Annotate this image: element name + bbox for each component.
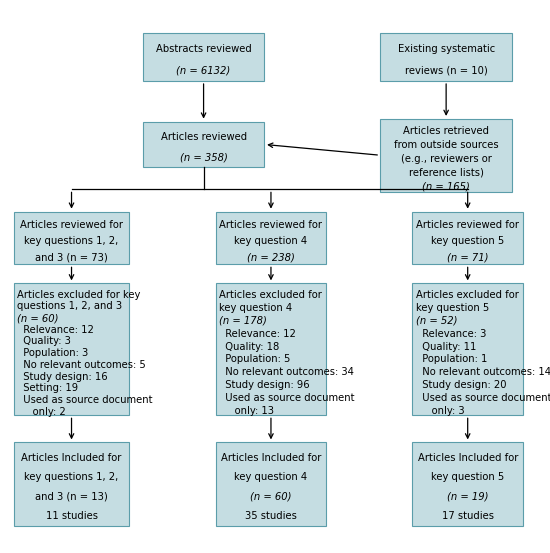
FancyBboxPatch shape bbox=[14, 283, 129, 415]
Text: Abstracts reviewed: Abstracts reviewed bbox=[156, 44, 251, 54]
Text: Articles reviewed for: Articles reviewed for bbox=[219, 220, 322, 231]
Text: key question 5: key question 5 bbox=[431, 236, 504, 247]
Text: key question 5: key question 5 bbox=[431, 472, 504, 482]
Text: No relevant outcomes: 5: No relevant outcomes: 5 bbox=[18, 360, 146, 370]
Text: Used as source document: Used as source document bbox=[18, 395, 153, 405]
Text: 35 studies: 35 studies bbox=[245, 512, 297, 521]
Text: reviews (n = 10): reviews (n = 10) bbox=[405, 65, 487, 75]
Text: Population: 3: Population: 3 bbox=[18, 348, 89, 358]
Text: Study design: 20: Study design: 20 bbox=[416, 380, 507, 390]
FancyBboxPatch shape bbox=[216, 212, 326, 264]
FancyBboxPatch shape bbox=[216, 442, 326, 526]
FancyBboxPatch shape bbox=[14, 212, 129, 264]
Text: and 3 (n = 73): and 3 (n = 73) bbox=[35, 252, 108, 262]
Text: Articles reviewed for: Articles reviewed for bbox=[416, 220, 519, 231]
Text: key question 4: key question 4 bbox=[234, 472, 307, 482]
Text: Setting: 19: Setting: 19 bbox=[18, 383, 79, 393]
Text: Articles excluded for: Articles excluded for bbox=[219, 290, 322, 300]
FancyBboxPatch shape bbox=[412, 442, 523, 526]
Text: only: 2: only: 2 bbox=[18, 406, 66, 416]
Text: Existing systematic: Existing systematic bbox=[398, 44, 495, 54]
Text: 17 studies: 17 studies bbox=[442, 512, 494, 521]
FancyBboxPatch shape bbox=[412, 283, 523, 415]
FancyBboxPatch shape bbox=[143, 33, 264, 81]
Text: Relevance: 3: Relevance: 3 bbox=[416, 329, 487, 339]
Text: Articles retrieved: Articles retrieved bbox=[403, 127, 489, 137]
Text: (n = 178): (n = 178) bbox=[219, 316, 267, 326]
Text: Articles reviewed: Articles reviewed bbox=[161, 133, 246, 143]
Text: key question 5: key question 5 bbox=[416, 303, 490, 313]
FancyBboxPatch shape bbox=[380, 33, 512, 81]
Text: (n = 358): (n = 358) bbox=[180, 153, 228, 163]
Text: No relevant outcomes: 34: No relevant outcomes: 34 bbox=[219, 367, 354, 377]
Text: only: 3: only: 3 bbox=[416, 406, 465, 416]
Text: reference lists): reference lists) bbox=[409, 168, 483, 178]
Text: Articles excluded for key: Articles excluded for key bbox=[18, 290, 141, 300]
Text: Articles Included for: Articles Included for bbox=[221, 453, 321, 463]
FancyBboxPatch shape bbox=[143, 122, 264, 168]
Text: (n = 238): (n = 238) bbox=[247, 252, 295, 262]
Text: Quality: 11: Quality: 11 bbox=[416, 342, 477, 352]
FancyBboxPatch shape bbox=[380, 119, 512, 191]
Text: Study design: 96: Study design: 96 bbox=[219, 380, 310, 390]
Text: (n = 60): (n = 60) bbox=[18, 313, 59, 323]
Text: (n = 52): (n = 52) bbox=[416, 316, 458, 326]
Text: Population: 1: Population: 1 bbox=[416, 354, 488, 364]
Text: Population: 5: Population: 5 bbox=[219, 354, 291, 364]
Text: Used as source document: Used as source document bbox=[416, 393, 550, 403]
FancyBboxPatch shape bbox=[14, 442, 129, 526]
Text: Articles excluded for: Articles excluded for bbox=[416, 290, 519, 300]
Text: Articles Included for: Articles Included for bbox=[417, 453, 518, 463]
FancyBboxPatch shape bbox=[412, 212, 523, 264]
Text: No relevant outcomes: 14: No relevant outcomes: 14 bbox=[416, 367, 550, 377]
FancyBboxPatch shape bbox=[216, 283, 326, 415]
Text: and 3 (n = 13): and 3 (n = 13) bbox=[35, 492, 108, 502]
Text: key question 4: key question 4 bbox=[234, 236, 307, 247]
Text: (e.g., reviewers or: (e.g., reviewers or bbox=[401, 154, 492, 164]
Text: Study design: 16: Study design: 16 bbox=[18, 372, 108, 382]
Text: (n = 19): (n = 19) bbox=[447, 492, 488, 502]
Text: (n = 60): (n = 60) bbox=[250, 492, 292, 502]
Text: Articles Included for: Articles Included for bbox=[21, 453, 122, 463]
Text: (n = 71): (n = 71) bbox=[447, 252, 488, 262]
Text: key questions 1, 2,: key questions 1, 2, bbox=[24, 472, 119, 482]
Text: Relevance: 12: Relevance: 12 bbox=[219, 329, 296, 339]
Text: Quality: 3: Quality: 3 bbox=[18, 336, 72, 347]
Text: key questions 1, 2,: key questions 1, 2, bbox=[24, 236, 119, 247]
Text: (n = 165): (n = 165) bbox=[422, 181, 470, 191]
Text: questions 1, 2, and 3: questions 1, 2, and 3 bbox=[18, 301, 123, 311]
Text: Used as source document: Used as source document bbox=[219, 393, 355, 403]
Text: key question 4: key question 4 bbox=[219, 303, 293, 313]
Text: 11 studies: 11 studies bbox=[46, 512, 97, 521]
Text: Articles reviewed for: Articles reviewed for bbox=[20, 220, 123, 231]
Text: Relevance: 12: Relevance: 12 bbox=[18, 325, 94, 335]
Text: only: 13: only: 13 bbox=[219, 406, 274, 416]
Text: (n = 6132): (n = 6132) bbox=[177, 65, 230, 75]
Text: from outside sources: from outside sources bbox=[394, 140, 498, 150]
Text: Quality: 18: Quality: 18 bbox=[219, 342, 280, 352]
